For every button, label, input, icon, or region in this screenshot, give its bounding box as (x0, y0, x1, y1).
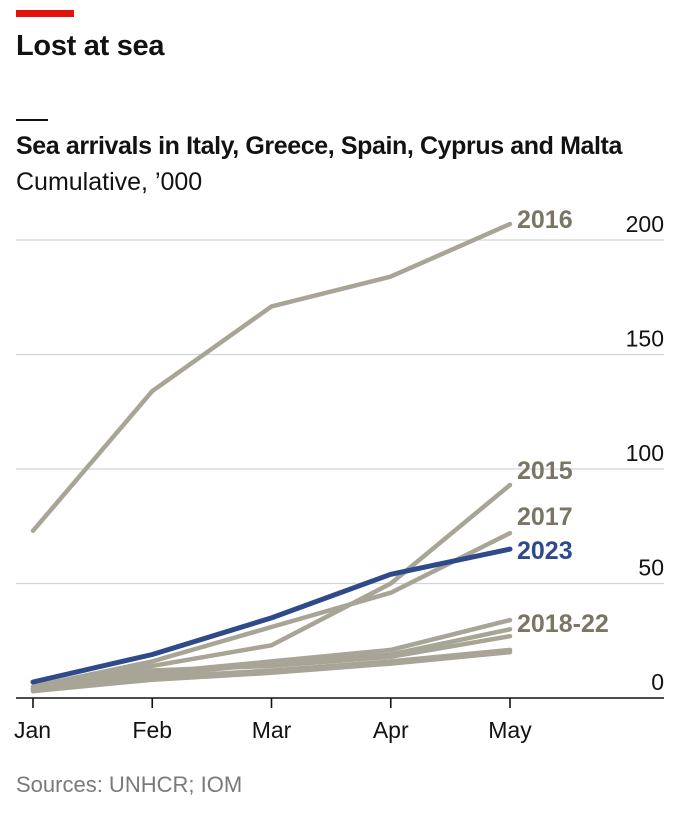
x-tick-label: May (488, 717, 532, 743)
series-lines (30, 221, 513, 694)
y-tick-label: 150 (626, 326, 664, 352)
series-line-2023 (30, 546, 513, 685)
series-label-2015: 2015 (517, 457, 573, 485)
x-axis: Jan Feb Mar Apr May (14, 697, 664, 743)
series-label-2018: 2018-22 (517, 610, 609, 638)
chart-subtitle: Cumulative, ’000 (16, 168, 203, 196)
x-tick-label: Mar (252, 717, 292, 743)
x-tick-label: Apr (373, 717, 409, 743)
series-label-2016: 2016 (517, 206, 573, 234)
y-tick-label: 0 (651, 669, 664, 695)
x-tick-label: Jan (14, 717, 51, 743)
y-tick-label: 50 (638, 555, 664, 581)
title-rule (16, 119, 48, 121)
source-note: Sources: UNHCR; IOM (16, 772, 243, 797)
y-axis-tick-labels: 0 50 100 150 200 (626, 211, 664, 695)
y-tick-label: 200 (626, 211, 664, 237)
gridlines (16, 239, 664, 585)
chart-title: Sea arrivals in Italy, Greece, Spain, Cy… (16, 132, 622, 160)
series-line-2017 (30, 530, 513, 689)
series-line-2016 (30, 221, 513, 534)
series-line-2015 (30, 482, 513, 692)
series-labels: 2016 2015 2017 2018-22 2023 (517, 206, 609, 638)
series-line-2022 (30, 647, 513, 692)
x-tick-label: Feb (132, 717, 172, 743)
series-label-2023: 2023 (517, 537, 573, 565)
y-tick-label: 100 (626, 440, 664, 466)
series-label-2017: 2017 (517, 503, 573, 531)
brand-accent-bar (16, 10, 74, 17)
series-line-2020 (30, 633, 513, 692)
headline: Lost at sea (16, 30, 165, 62)
